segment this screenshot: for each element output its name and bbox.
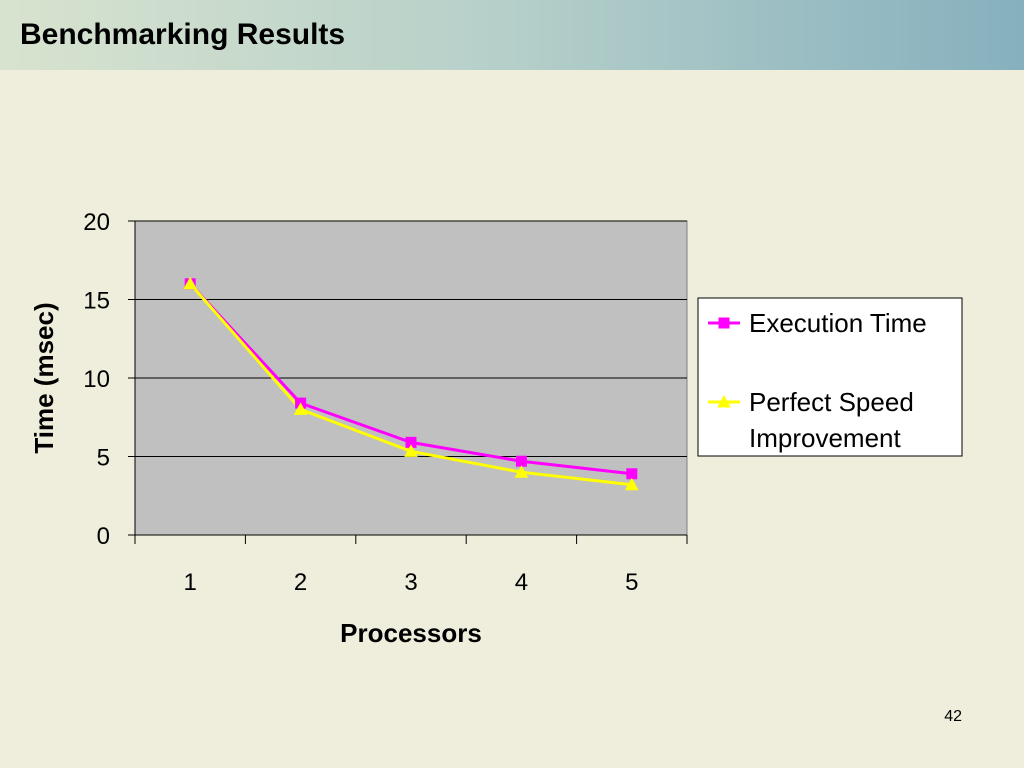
y-axis-label: Time (msec) <box>29 302 59 453</box>
y-tick-label: 10 <box>83 366 110 393</box>
x-tick-label: 3 <box>404 569 417 596</box>
slide-title: Benchmarking Results <box>20 18 346 51</box>
data-point <box>293 402 308 415</box>
y-tick-label: 0 <box>97 523 110 550</box>
data-point <box>515 455 527 467</box>
legend-box <box>697 297 963 457</box>
data-point <box>626 468 638 480</box>
x-tick-label: 1 <box>184 569 197 596</box>
x-tick-label: 2 <box>294 569 307 596</box>
x-tick-label: 4 <box>515 569 528 596</box>
legend-label: Improvement <box>749 423 901 453</box>
legend-marker <box>718 317 730 329</box>
data-point <box>514 465 529 478</box>
y-tick-label: 20 <box>83 209 110 236</box>
x-axis-label: Processors <box>340 618 482 648</box>
y-tick-label: 15 <box>83 288 110 315</box>
title-bar <box>0 0 1024 70</box>
legend: Execution Time Perfect Speed Improvement <box>697 297 963 457</box>
data-point <box>183 276 198 290</box>
data-point <box>624 477 639 491</box>
legend-label: Perfect Speed <box>749 387 914 417</box>
y-tick-label: 5 <box>97 445 110 472</box>
data-point <box>404 444 418 457</box>
page-number: 42 <box>944 708 962 725</box>
legend-marker <box>717 394 731 408</box>
x-tick-label: 5 <box>625 569 638 596</box>
legend-label: Execution Time <box>749 308 927 338</box>
